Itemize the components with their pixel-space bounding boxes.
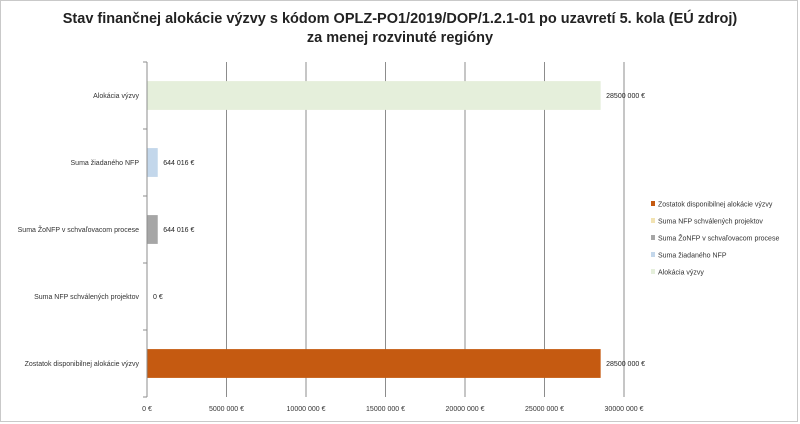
legend: Zostatok disponibilnej alokácie výzvy Sum…	[651, 201, 779, 277]
category-label: Suma NFP schválených projektov	[34, 294, 139, 301]
category-labels: Alokácia výzvy Suma žiadaného NFP Suma ŽoN…	[18, 93, 140, 368]
chart-title-line-2: za menej rozvinuté regióny	[306, 30, 494, 46]
bar	[147, 81, 601, 110]
data-label: 644 016 €	[163, 227, 194, 234]
x-tick-label: 5000 000 €	[209, 406, 244, 413]
category-label: Suma ŽoNFP v schvaľovacom procese	[18, 225, 139, 234]
chart-title-line-1: Stav finančnej alokácie výzvy s kódom OP…	[62, 11, 738, 27]
x-tick-label: 25000 000 €	[525, 406, 564, 413]
chart-title: Stav finančnej alokácie výzvy s kódom OP…	[60, 10, 740, 48]
data-label: 644 016 €	[163, 160, 194, 167]
gridlines	[226, 62, 625, 397]
x-tick-label: 20000 000 €	[446, 406, 485, 413]
legend-swatch	[651, 218, 655, 223]
legend-label: Suma ŽoNFP v schvaľovacom procese	[658, 234, 779, 243]
bar	[147, 148, 158, 177]
bars	[147, 81, 601, 378]
category-label: Zostatok disponibilnej alokácie výzvy	[25, 361, 140, 368]
data-label: 28500 000 €	[606, 361, 645, 368]
bar	[147, 349, 601, 378]
x-tick-label: 10000 000 €	[287, 406, 326, 413]
legend-swatch	[651, 201, 655, 206]
legend-label: Suma NFP schválených projektov	[658, 219, 763, 226]
category-label: Alokácia výzvy	[93, 93, 139, 100]
data-label: 28500 000 €	[606, 93, 645, 100]
legend-label: Suma žiadaného NFP	[658, 253, 727, 260]
legend-label: Zostatok disponibilnej alokácie výzvy	[658, 202, 773, 209]
x-tick-label: 30000 000 €	[605, 406, 644, 413]
x-tick-label: 0 €	[142, 406, 152, 413]
legend-swatch	[651, 252, 655, 257]
legend-label: Alokácia výzvy	[658, 270, 704, 277]
data-labels: 28500 000 € 644 016 € 644 016 € 0 € 28500 00…	[153, 93, 645, 368]
legend-swatch	[651, 235, 655, 240]
x-tick-labels: 0 € 5000 000 € 10000 000 € 15000 000 € 20000…	[142, 406, 643, 413]
x-tick-label: 15000 000 €	[366, 406, 405, 413]
legend-swatch	[651, 269, 655, 274]
bar	[147, 215, 158, 244]
category-label: Suma žiadaného NFP	[71, 160, 140, 167]
data-label: 0 €	[153, 294, 163, 301]
axis	[143, 61, 148, 398]
